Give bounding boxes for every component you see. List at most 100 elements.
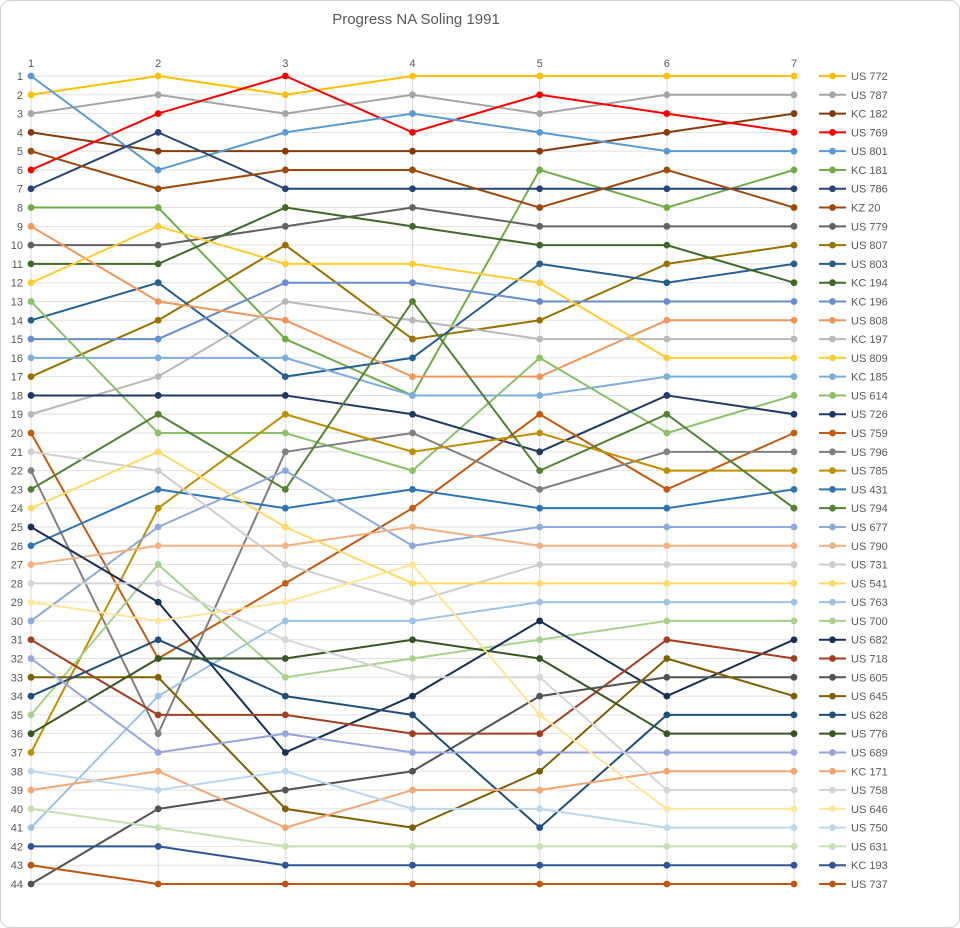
series-marker-KC-181 [154, 204, 162, 211]
series-marker-US-808 [663, 316, 671, 324]
rank-tick-label: 7 [17, 184, 23, 196]
series-marker-US-700 [154, 561, 162, 568]
series-marker-KC-197 [663, 335, 671, 343]
series-US-631 [27, 805, 798, 850]
series-marker-US-763 [154, 692, 162, 700]
series-marker-KC-196 [409, 279, 416, 287]
legend-label: US 763 [851, 597, 888, 609]
series-marker-US-790 [281, 542, 289, 550]
series-marker-US-677 [790, 523, 798, 531]
series-US-541 [27, 448, 798, 587]
series-marker-US-431 [409, 485, 416, 493]
legend-marker-dot [829, 636, 836, 644]
series-marker-KC-185 [27, 354, 35, 362]
race-tick-label: 1 [28, 58, 34, 70]
series-marker-US-750 [27, 767, 35, 775]
series-marker-US-794 [790, 504, 798, 512]
series-marker-US-808 [154, 298, 162, 305]
series-US-779 [27, 204, 798, 249]
legend-item-US-796: US 796 [819, 447, 888, 459]
legend-marker-dot [829, 598, 836, 606]
series-marker-US-763 [536, 598, 544, 606]
series-marker-US-541 [790, 579, 798, 587]
rank-tick-label: 42 [11, 841, 23, 853]
legend-marker-dot [829, 673, 836, 681]
series-marker-US-769 [663, 110, 671, 117]
series-marker-US-689 [27, 655, 35, 662]
series-marker-US-779 [27, 241, 35, 249]
series-marker-US-779 [663, 222, 671, 230]
series-marker-US-431 [790, 485, 798, 493]
series-marker-US-796 [27, 467, 35, 475]
series-marker-US-803 [27, 316, 35, 324]
rank-tick-label: 31 [11, 635, 23, 647]
legend-marker-dot [829, 542, 836, 550]
series-marker-US-631 [27, 805, 35, 813]
legend-item-US-776: US 776 [819, 729, 888, 741]
race-tick-label: 4 [409, 58, 415, 70]
series-marker-US-786 [409, 185, 416, 193]
legend-label: KZ 20 [851, 203, 880, 215]
legend-item-US-731: US 731 [819, 560, 888, 572]
series-KC-197 [27, 298, 798, 418]
legend-marker-dot [829, 617, 836, 625]
legend-item-US-677: US 677 [819, 522, 888, 534]
series-marker-US-737 [409, 880, 416, 888]
series-marker-US-605 [281, 786, 289, 794]
series-US-628 [27, 636, 798, 832]
series-marker-US-718 [154, 711, 162, 719]
legend-label: US 790 [851, 541, 888, 553]
legend-item-KC-171: KC 171 [819, 766, 888, 778]
series-marker-US-631 [281, 843, 289, 850]
legend-label: US 646 [851, 804, 888, 816]
series-marker-US-431 [27, 542, 35, 550]
series-marker-US-801 [536, 128, 544, 136]
legend-item-US-718: US 718 [819, 654, 888, 666]
series-marker-US-726 [536, 448, 544, 456]
series-marker-KC-194 [409, 222, 416, 230]
series-marker-US-807 [790, 241, 798, 249]
series-marker-US-801 [27, 72, 35, 80]
series-marker-US-750 [663, 824, 671, 832]
series-marker-US-737 [281, 880, 289, 888]
legend-marker-dot [829, 767, 836, 775]
legend-marker-dot [829, 711, 836, 719]
series-marker-US-731 [663, 561, 671, 568]
series-marker-US-541 [409, 579, 416, 587]
axis-labels: 1 2 3 4 5 6 7123456789101112131415161718192021… [11, 58, 797, 891]
series-marker-KC-194 [154, 260, 162, 268]
series-marker-US-769 [27, 166, 35, 174]
race-tick-label: 3 [282, 58, 288, 70]
rank-tick-label: 29 [11, 597, 23, 609]
series-marker-US-763 [409, 617, 416, 625]
series-marker-US-750 [409, 805, 416, 813]
series-marker-US-758 [536, 673, 544, 681]
series-marker-US-645 [790, 692, 798, 700]
series-marker-KZ-20 [790, 204, 798, 211]
series-US-776 [27, 636, 798, 738]
series-marker-US-779 [154, 241, 162, 249]
series-marker-US-787 [790, 91, 798, 99]
series-marker-US-645 [154, 673, 162, 681]
series-marker-US-718 [663, 636, 671, 644]
legend-marker-dot [829, 222, 836, 230]
series-marker-US-785 [281, 410, 289, 418]
series-marker-US-726 [281, 392, 289, 399]
series-US-737 [27, 861, 798, 888]
legend-item-US-801: US 801 [819, 146, 888, 158]
legend-label: US 541 [851, 578, 888, 590]
legend-label: US 750 [851, 823, 888, 835]
rank-tick-label: 26 [11, 541, 23, 553]
series-marker-US-787 [27, 110, 35, 117]
series-marker-US-737 [790, 880, 798, 888]
series-marker-US-737 [27, 861, 35, 869]
legend-label: KC 181 [851, 165, 888, 177]
series-marker-US-646 [154, 617, 162, 625]
series-marker-US-785 [663, 467, 671, 475]
series-marker-KZ-20 [27, 147, 35, 155]
legend-item-US-769: US 769 [819, 127, 888, 139]
legend-label: US 677 [851, 522, 888, 534]
series-KC-196 [27, 279, 798, 343]
series-marker-KZ-20 [536, 204, 544, 211]
legend-label: US 718 [851, 654, 888, 666]
